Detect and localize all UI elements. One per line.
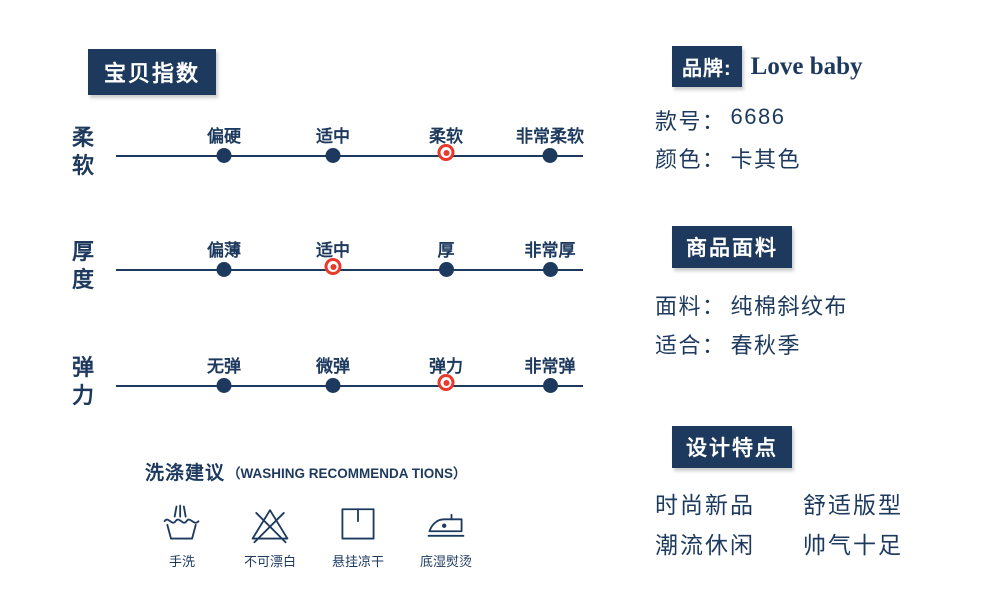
wash-item-label: 手洗 <box>168 554 195 569</box>
color-value: 卡其色 <box>730 147 802 172</box>
option-label: 偏薄 <box>207 241 241 260</box>
scale-option: 适中 <box>316 236 350 275</box>
washing-icons-row: 手洗 不可漂白 悬挂凉干 <box>145 501 483 570</box>
option-dot-selected <box>324 258 342 275</box>
fabric-section-title: 商品面料 <box>672 226 792 268</box>
scale-line <box>116 385 583 387</box>
option-label: 微弹 <box>316 357 350 376</box>
color-label: 颜色： <box>655 147 726 172</box>
season-value: 春秋季 <box>730 333 802 358</box>
hang-dry-icon <box>321 501 395 547</box>
option-label: 非常柔软 <box>516 127 584 146</box>
scale-option: 厚 <box>437 236 455 277</box>
fabric-label: 面料： <box>655 294 726 319</box>
scale-option: 偏薄 <box>207 236 241 277</box>
elasticity-scale: 弹力 无弹 微弹 弹力 非常弹 <box>68 348 583 412</box>
wash-item-hang-dry: 悬挂凉干 <box>321 501 395 570</box>
option-dot <box>216 262 232 277</box>
design-section-title: 设计特点 <box>672 426 792 468</box>
option-dot <box>216 378 232 393</box>
wash-item-iron: 底湿熨烫 <box>409 501 483 570</box>
brand-label-box: 品牌: <box>672 46 742 87</box>
season-label: 适合： <box>655 333 726 358</box>
brand-row: 品牌: Love baby <box>672 46 863 87</box>
option-dot <box>542 148 558 163</box>
option-label: 无弹 <box>207 357 241 376</box>
option-label: 厚 <box>437 241 455 260</box>
fabric-row: 面料： 纯棉斜纹布 <box>655 289 848 321</box>
wash-item-label: 悬挂凉干 <box>331 554 384 569</box>
scale-option: 柔软 <box>429 122 463 161</box>
option-label: 适中 <box>316 127 350 146</box>
feature-item: 潮流休闲 <box>655 532 755 558</box>
washing-title-row: 洗涤建议 （WASHING RECOMMENDA TIONS） <box>145 458 490 485</box>
washing-subtitle: （WASHING RECOMMENDA TIONS） <box>227 465 467 481</box>
season-row: 适合： 春秋季 <box>655 328 801 360</box>
feature-row-1: 时尚新品 舒适版型 <box>655 486 903 520</box>
thickness-axis-label: 厚度 <box>71 239 94 292</box>
product-index-title: 宝贝指数 <box>88 49 217 95</box>
wash-item-label: 不可漂白 <box>243 554 296 569</box>
softness-axis-label: 柔软 <box>71 125 94 178</box>
option-dot <box>325 148 341 163</box>
color-row: 颜色： 卡其色 <box>655 142 801 174</box>
elasticity-axis-label: 弹力 <box>71 355 94 408</box>
scale-line <box>116 155 583 157</box>
washing-section: 洗涤建议 （WASHING RECOMMENDA TIONS） 手洗 不可漂白 <box>145 458 490 570</box>
scale-option: 适中 <box>316 122 350 163</box>
scale-line <box>116 269 583 271</box>
feature-row-2: 潮流休闲 帅气十足 <box>655 526 903 560</box>
feature-item: 帅气十足 <box>803 532 903 558</box>
style-number-value: 6686 <box>730 104 786 129</box>
option-dot-selected <box>437 374 455 391</box>
scale-option: 弹力 <box>429 352 463 391</box>
option-label: 非常弹 <box>524 357 576 376</box>
iron-icon <box>409 501 483 547</box>
option-dot <box>438 262 454 277</box>
option-label: 弹力 <box>429 357 463 376</box>
option-label: 适中 <box>316 241 350 260</box>
style-number-row: 款号： 6686 <box>655 104 785 136</box>
option-label: 偏硬 <box>207 127 241 146</box>
wash-item-hand-wash: 手洗 <box>145 501 219 570</box>
option-dot-selected <box>437 144 455 161</box>
option-dot <box>216 148 232 163</box>
fabric-value: 纯棉斜纹布 <box>730 294 849 319</box>
washing-title: 洗涤建议 <box>145 463 226 484</box>
scale-option: 非常弹 <box>524 352 576 393</box>
feature-item: 舒适版型 <box>803 492 903 518</box>
option-dot <box>542 378 558 393</box>
scale-option: 非常厚 <box>524 236 576 277</box>
hand-wash-icon <box>145 501 219 547</box>
brand-value: Love baby <box>750 52 863 80</box>
scale-option: 非常柔软 <box>516 122 584 163</box>
softness-scale: 柔软 偏硬 适中 柔软 非常柔软 <box>68 118 584 182</box>
wash-item-label: 底湿熨烫 <box>419 554 472 569</box>
feature-item: 时尚新品 <box>655 492 755 518</box>
scale-option: 偏硬 <box>207 122 241 163</box>
option-dot <box>325 378 341 393</box>
scale-option: 无弹 <box>207 352 241 393</box>
style-number-label: 款号： <box>655 109 726 134</box>
scale-option: 微弹 <box>316 352 350 393</box>
option-label: 柔软 <box>429 127 463 146</box>
option-label: 非常厚 <box>524 241 576 260</box>
option-dot <box>542 262 558 277</box>
wash-item-no-bleach: 不可漂白 <box>233 501 307 570</box>
thickness-scale: 厚度 偏薄 适中 厚 非常厚 <box>68 232 583 296</box>
no-bleach-icon <box>233 501 307 547</box>
